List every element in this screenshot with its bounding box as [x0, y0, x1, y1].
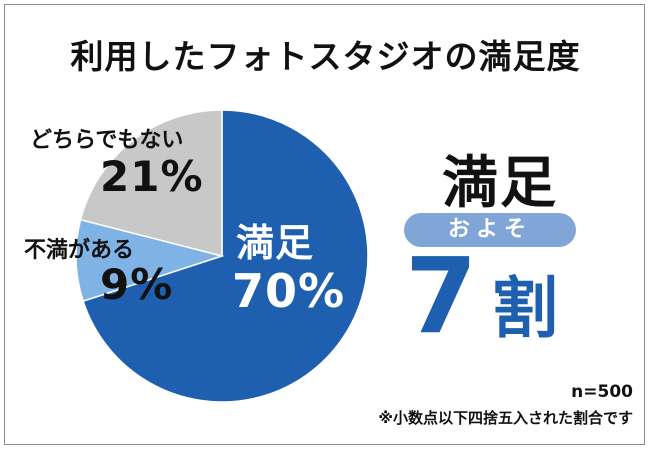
slice-value-neutral: 21% — [100, 152, 204, 201]
slice-value-satisfied: 70% — [232, 264, 346, 318]
pie-slice-dissatisfied — [75, 218, 225, 303]
pie-slice-neutral — [79, 109, 223, 257]
approx-pill: およそ — [404, 213, 576, 247]
slice-label-dissatisfied: 不満がある — [24, 238, 135, 263]
slice-value-dissatisfied: 9% — [100, 260, 174, 309]
satisfied-heading: 満足 — [442, 151, 558, 216]
slice-label-neutral: どちらでもない — [30, 128, 184, 153]
chart-title: 利用したフォトスタジオの満足度 — [70, 37, 581, 76]
pie-slice-satisfied — [82, 109, 369, 403]
big-number: 7 — [405, 235, 478, 357]
slice-label-satisfied: 満足 — [236, 221, 315, 265]
rounding-footnote: ※小数点以下四捨五入された割合です — [378, 409, 633, 427]
sample-size-note: n=500 — [571, 382, 633, 402]
big-unit: 割 — [492, 270, 558, 347]
